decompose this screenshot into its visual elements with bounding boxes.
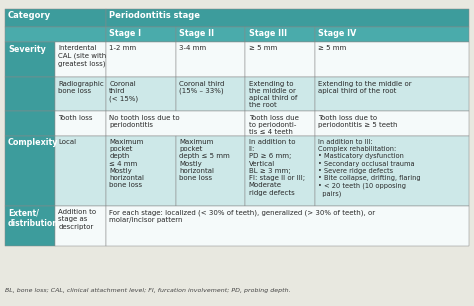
Text: Tooth loss: Tooth loss xyxy=(58,115,92,121)
Text: BL, bone loss; CAL, clinical attachment level; FI, furcation involvement; PD, pr: BL, bone loss; CAL, clinical attachment … xyxy=(5,288,291,293)
Bar xyxy=(106,136,176,206)
Bar xyxy=(315,77,469,111)
Bar xyxy=(5,42,55,77)
Text: 1-2 mm: 1-2 mm xyxy=(109,45,137,51)
Text: Radiographic
bone loss: Radiographic bone loss xyxy=(58,81,104,94)
Text: Stage I: Stage I xyxy=(109,29,141,38)
Bar xyxy=(315,27,469,42)
Text: Coronal
third
(< 15%): Coronal third (< 15%) xyxy=(109,81,138,102)
Text: Addition to
stage as
descriptor: Addition to stage as descriptor xyxy=(58,209,96,230)
Text: Extending to the middle or
apical third of the root: Extending to the middle or apical third … xyxy=(319,81,412,94)
Bar xyxy=(315,136,469,206)
Text: Tooth loss due to
periodontitis ≥ 5 teeth: Tooth loss due to periodontitis ≥ 5 teet… xyxy=(319,115,398,128)
Text: Severity: Severity xyxy=(8,44,46,54)
Text: Complexity: Complexity xyxy=(8,138,58,147)
Text: Local: Local xyxy=(58,139,76,145)
Text: Maximum
pocket
depth ≤ 5 mm
Mostly
horizontal
bone loss: Maximum pocket depth ≤ 5 mm Mostly horiz… xyxy=(179,139,230,181)
Bar xyxy=(5,27,106,42)
Bar xyxy=(55,136,106,206)
Bar xyxy=(176,42,246,77)
Bar xyxy=(5,111,55,136)
Text: 3-4 mm: 3-4 mm xyxy=(179,45,206,51)
Bar xyxy=(246,27,315,42)
Text: Coronal third
(15% – 33%): Coronal third (15% – 33%) xyxy=(179,81,224,95)
Bar xyxy=(176,77,246,111)
Text: Stage II: Stage II xyxy=(179,29,214,38)
Bar xyxy=(246,77,315,111)
Bar xyxy=(55,42,106,77)
Bar xyxy=(5,206,55,246)
Bar xyxy=(106,111,246,136)
Bar xyxy=(315,42,469,77)
Text: Extent/
distribution: Extent/ distribution xyxy=(8,209,59,228)
Text: ≥ 5 mm: ≥ 5 mm xyxy=(248,45,277,51)
Text: Category: Category xyxy=(8,11,51,20)
Bar xyxy=(55,206,106,246)
Bar xyxy=(106,27,176,42)
Bar xyxy=(246,42,315,77)
Text: No tooth loss due to
periodontitis: No tooth loss due to periodontitis xyxy=(109,115,180,128)
Bar xyxy=(246,136,315,206)
Text: Stage IV: Stage IV xyxy=(319,29,356,38)
Text: For each stage: localized (< 30% of teeth), generalized (> 30% of teeth), or
mol: For each stage: localized (< 30% of teet… xyxy=(109,209,375,223)
Bar xyxy=(106,206,469,246)
Bar xyxy=(246,111,315,136)
Text: Tooth loss due
to periodonti-
tis ≤ 4 teeth: Tooth loss due to periodonti- tis ≤ 4 te… xyxy=(248,115,299,135)
Text: In addition to III:
Complex rehabilitation:
• Masticatory dysfunction
• Secondar: In addition to III: Complex rehabilitati… xyxy=(319,139,421,196)
Bar xyxy=(106,42,176,77)
Bar xyxy=(55,77,106,111)
Text: In addition to
II:
PD ≥ 6 mm;
Vertical
BL ≥ 3 mm;
FI: stage II or III;
Moderate
: In addition to II: PD ≥ 6 mm; Vertical B… xyxy=(248,139,305,196)
Text: ≥ 5 mm: ≥ 5 mm xyxy=(319,45,346,51)
Bar xyxy=(5,77,55,111)
Bar xyxy=(176,136,246,206)
Bar xyxy=(106,77,176,111)
Text: Interdental
CAL (site with
greatest loss): Interdental CAL (site with greatest loss… xyxy=(58,45,106,67)
Bar xyxy=(106,9,469,27)
Bar xyxy=(315,111,469,136)
Bar xyxy=(5,9,106,27)
Text: Maximum
pocket
depth
≤ 4 mm
Mostly
horizontal
bone loss: Maximum pocket depth ≤ 4 mm Mostly horiz… xyxy=(109,139,144,188)
Bar xyxy=(55,111,106,136)
Text: Stage III: Stage III xyxy=(248,29,287,38)
Bar xyxy=(5,136,55,206)
Text: Periodontitis stage: Periodontitis stage xyxy=(109,11,200,20)
Text: Extending to
the middle or
apical third of
the root: Extending to the middle or apical third … xyxy=(248,81,297,108)
Bar xyxy=(176,27,246,42)
